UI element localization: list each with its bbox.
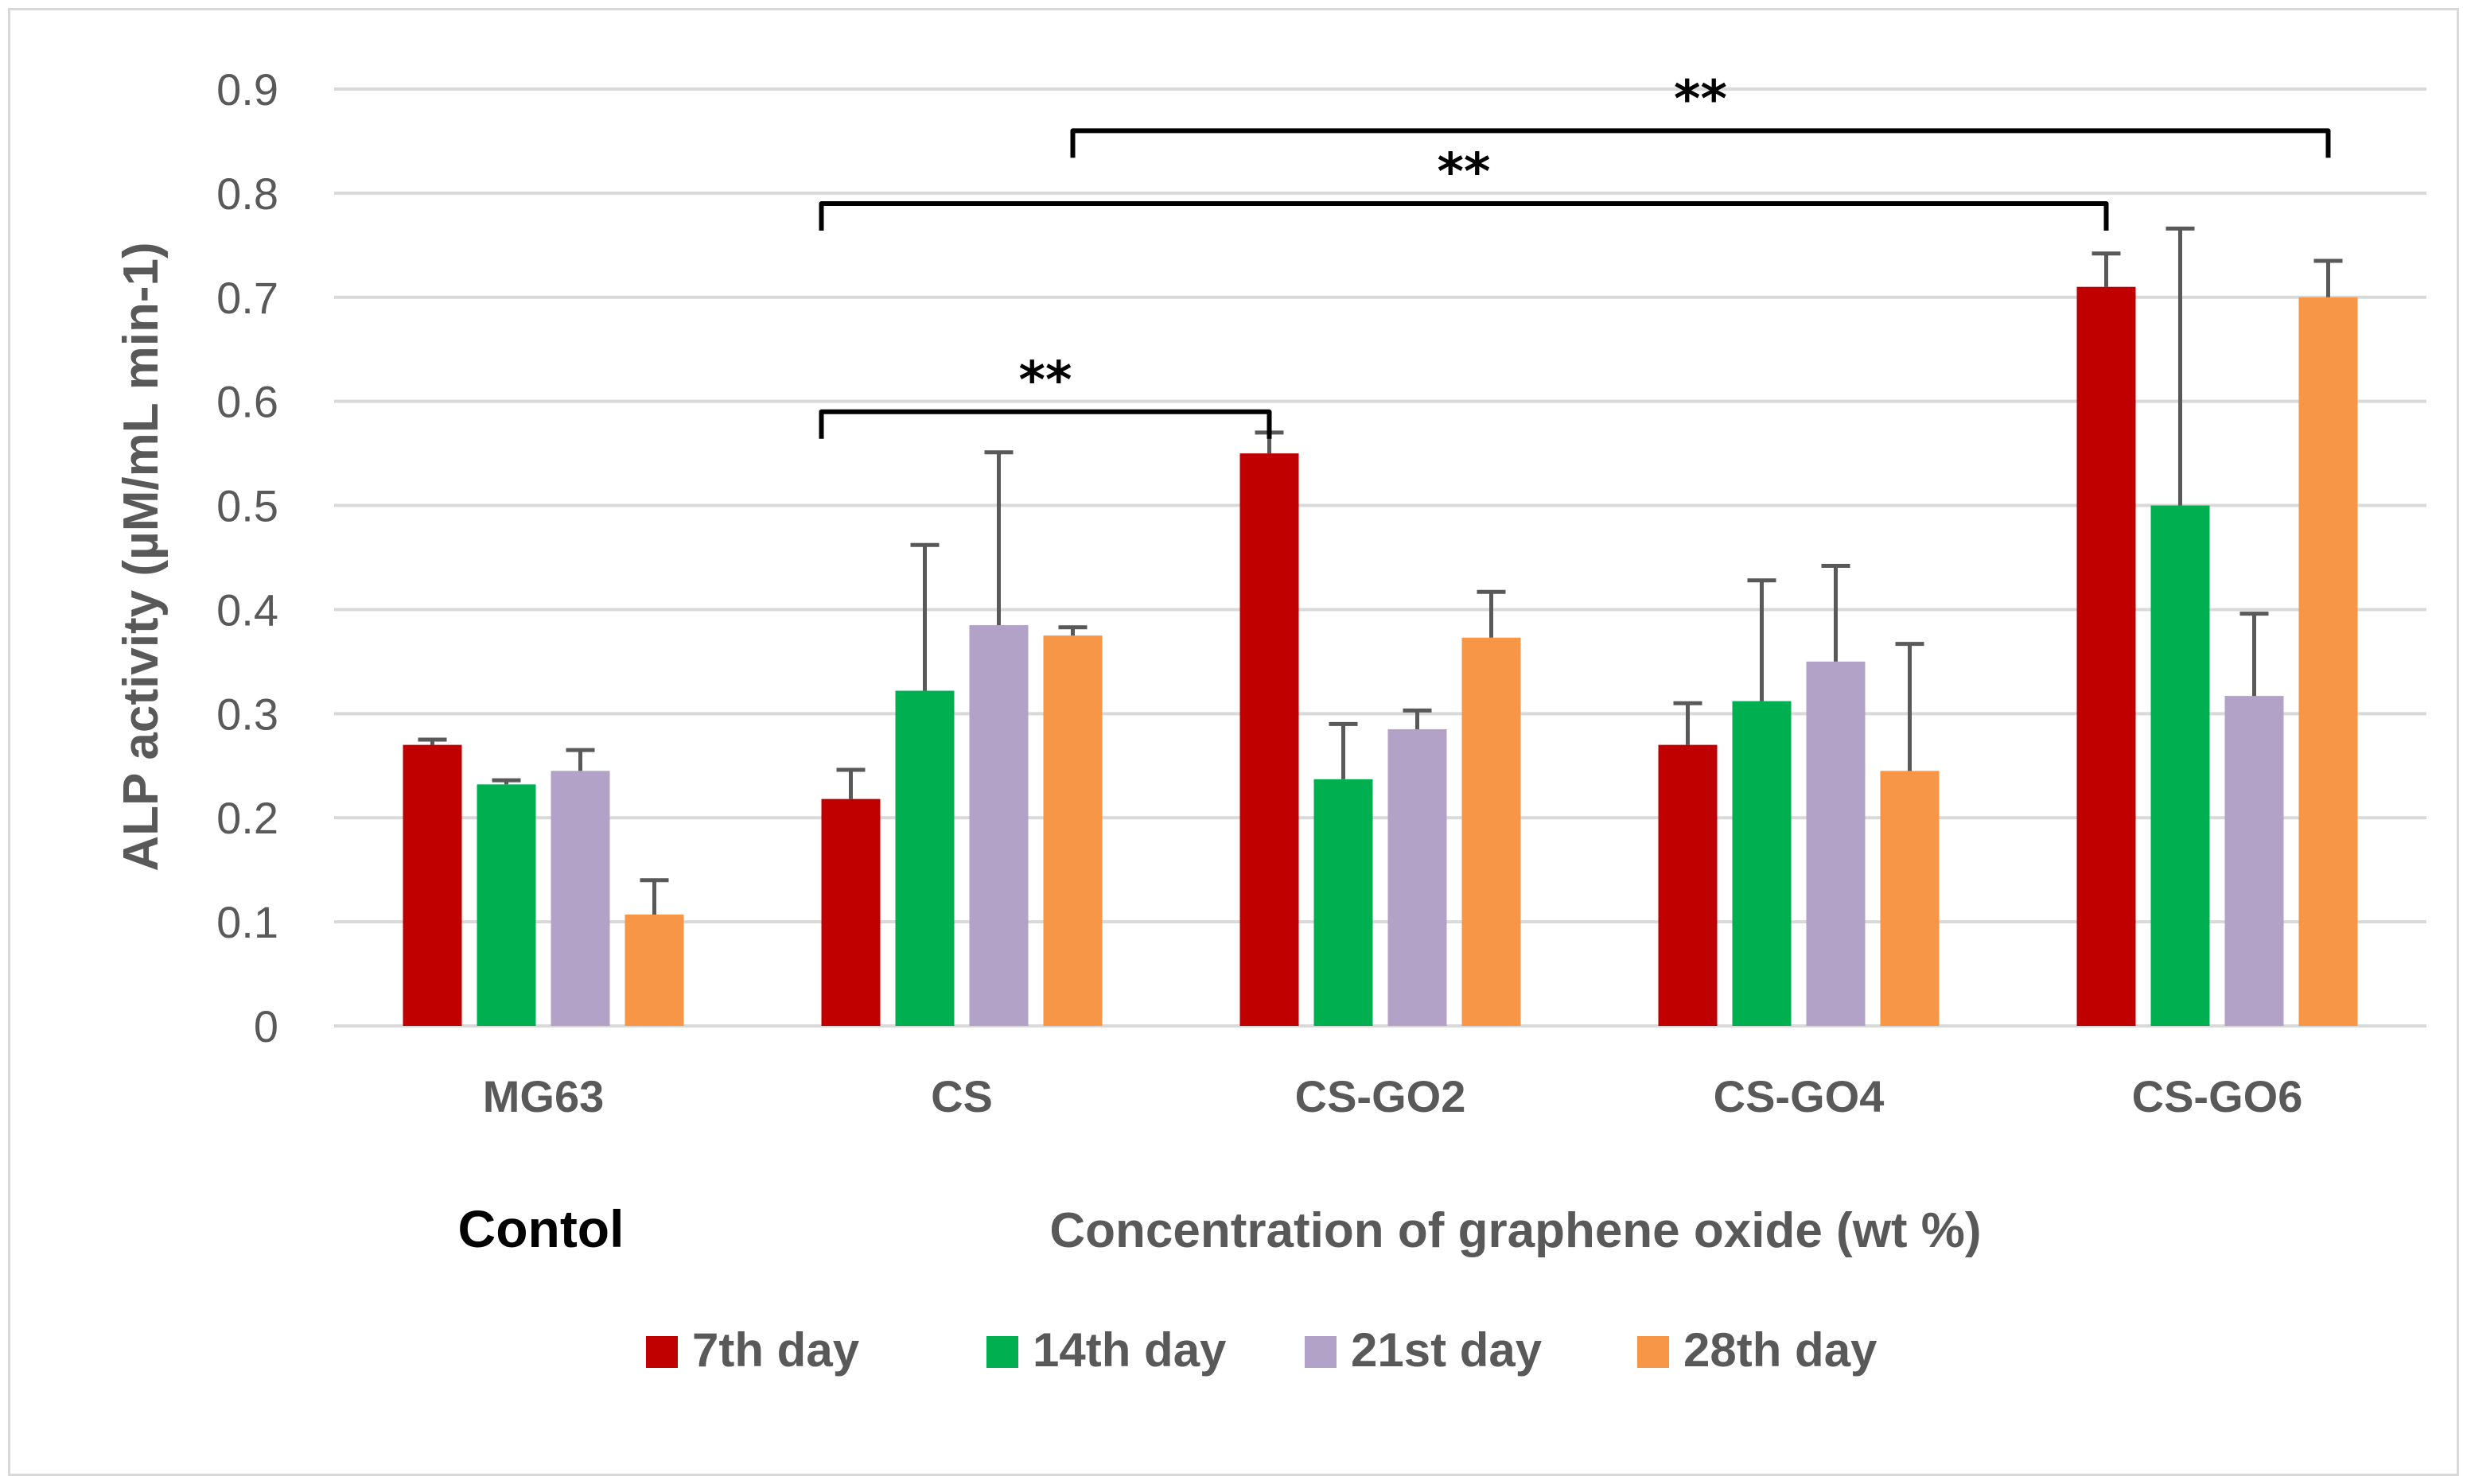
bar-mg63-7th-day: [403, 744, 462, 1026]
legend-label: 7th day: [692, 1323, 860, 1377]
control-label: Contol: [458, 1199, 625, 1258]
bar-cs-go6-14th-day: [2150, 505, 2210, 1026]
legend-label: 28th day: [1683, 1323, 1877, 1377]
x-axis-title: Concentration of graphene oxide (wt %): [1049, 1203, 1981, 1258]
significance-label: **: [1674, 70, 1727, 129]
significance-brackets: ** ** **: [819, 70, 2331, 439]
x-category-label: CS-GO2: [1295, 1071, 1466, 1121]
x-category-label: CS-GO6: [2132, 1071, 2303, 1121]
y-tick-label: 0.5: [216, 481, 278, 531]
y-tick-label: 0.4: [216, 585, 278, 635]
bar-cs-go4-7th-day: [1658, 744, 1718, 1026]
x-axis-categories: MG63 CS CS-GO2 CS-GO4 CS-GO6: [483, 1071, 2303, 1121]
y-tick-label: 0: [254, 1001, 278, 1051]
x-category-label: CS: [931, 1071, 993, 1121]
legend-swatch: [1637, 1336, 1669, 1368]
bar-cs-28th-day: [1043, 635, 1103, 1026]
bar-cs-go4-28th-day: [1880, 771, 1940, 1026]
legend-swatch: [1305, 1336, 1337, 1368]
significance-bracket: [819, 200, 2109, 231]
bar-cs-go4-14th-day: [1732, 701, 1792, 1026]
bar-cs-go2-28th-day: [1461, 637, 1521, 1026]
bar-mg63-28th-day: [625, 914, 684, 1026]
legend-swatch: [646, 1336, 678, 1368]
chart-frame: [8, 8, 2459, 1476]
significance-label: **: [1019, 352, 1072, 410]
significance-label: **: [1438, 143, 1491, 202]
legend-label: 14th day: [1033, 1323, 1227, 1377]
y-tick-label: 0.9: [216, 64, 278, 115]
y-axis-ticks: 0 0.1 0.2 0.3 0.4 0.5 0.6 0.7 0.8 0.9: [216, 64, 278, 1051]
bar-cs-go4-21st-day: [1806, 661, 1866, 1026]
bar-mg63-14th-day: [477, 784, 536, 1026]
x-category-label: CS-GO4: [1714, 1071, 1885, 1121]
bar-mg63-21st-day: [551, 771, 610, 1026]
y-tick-label: 0.1: [216, 897, 278, 947]
significance-bracket: [1070, 128, 2331, 158]
y-tick-label: 0.6: [216, 377, 278, 427]
y-tick-label: 0.8: [216, 169, 278, 219]
bar-cs-go2-14th-day: [1313, 779, 1373, 1026]
y-tick-label: 0.2: [216, 793, 278, 843]
error-bars: [418, 226, 2343, 915]
x-category-label: MG63: [483, 1071, 605, 1121]
y-tick-label: 0.7: [216, 273, 278, 323]
bar-cs-go6-7th-day: [2076, 286, 2136, 1026]
bar-cs-14th-day: [895, 690, 955, 1026]
significance-bracket: [819, 409, 1272, 439]
legend-swatch: [986, 1336, 1018, 1368]
legend-label: 21st day: [1351, 1323, 1543, 1377]
bar-cs-7th-day: [821, 798, 881, 1026]
bar-cs-go6-21st-day: [2224, 696, 2284, 1026]
bar-cs-go6-28th-day: [2298, 297, 2358, 1026]
bar-cs-go2-21st-day: [1387, 728, 1447, 1026]
bar-cs-go2-7th-day: [1239, 453, 1299, 1026]
bars: [403, 286, 2358, 1026]
bar-cs-21st-day: [969, 625, 1029, 1026]
legend: 7th day 14th day 21st day 28th day: [646, 1323, 1877, 1377]
y-tick-label: 0.3: [216, 689, 278, 739]
y-axis-title: ALP activity (µM/mL min-1): [114, 242, 169, 871]
